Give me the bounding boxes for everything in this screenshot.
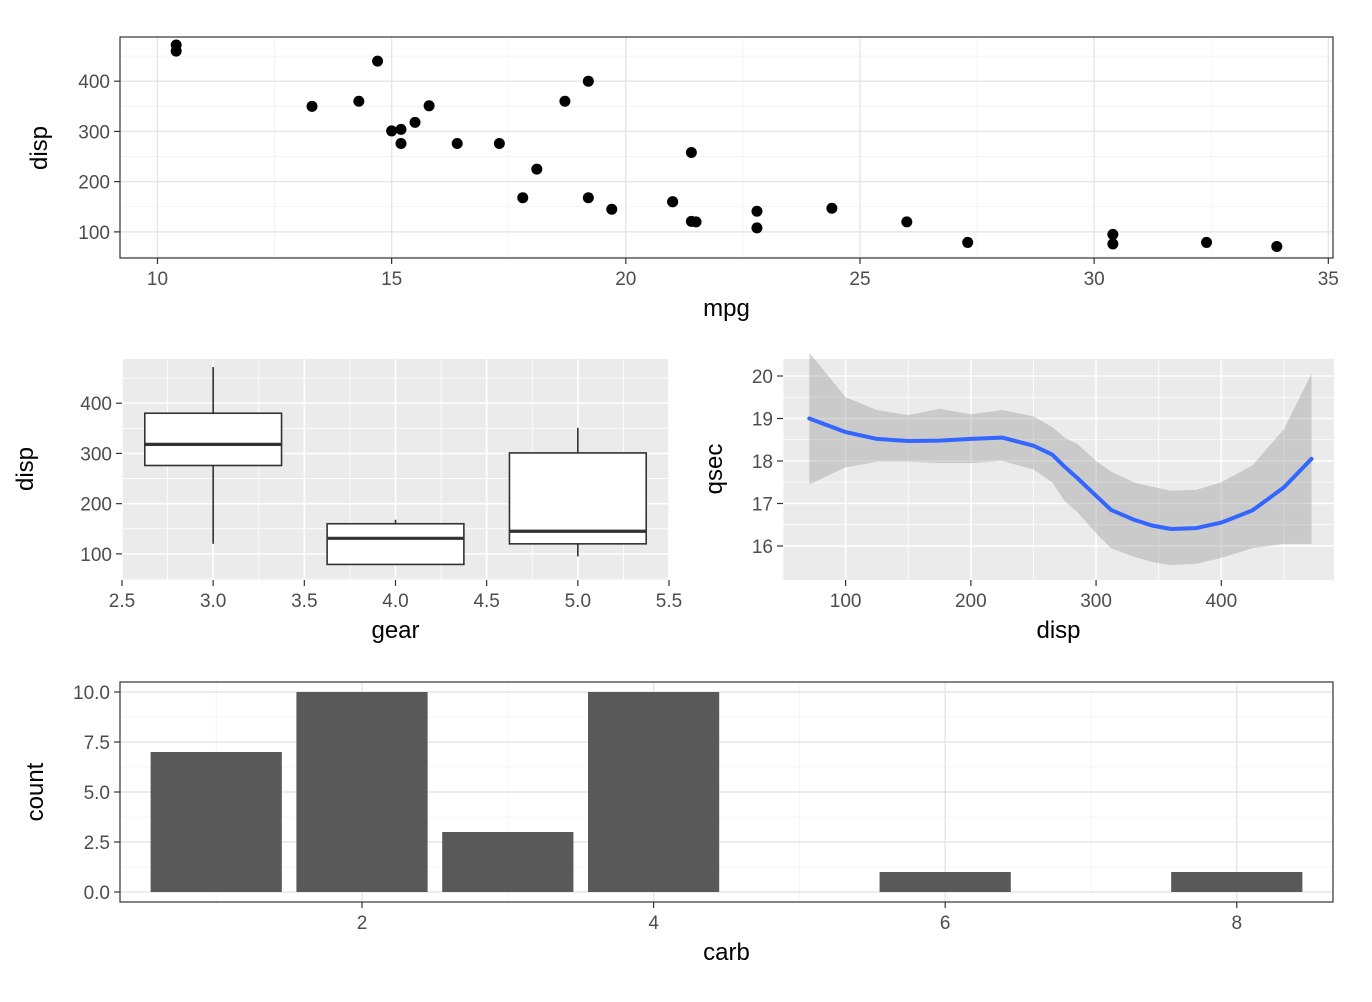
chart-1-x-tick-label: 35: [1318, 269, 1339, 290]
chart-2-x-tick-label: 4.0: [382, 591, 408, 612]
scatter-point: [962, 236, 974, 248]
confidence-band: [809, 352, 1312, 566]
scatter-point: [685, 147, 697, 159]
bar-carb-3: [442, 832, 574, 892]
bar-carb-1: [150, 752, 282, 892]
chart-2-x-tick-label: 4.5: [473, 591, 499, 612]
panel-1-background: [120, 37, 1333, 258]
chart-2-y-tick-label: 300: [80, 444, 112, 465]
scatter-point: [559, 95, 571, 107]
chart-2-y-tick-label: 100: [80, 545, 112, 566]
chart-1-x-tick-label: 30: [1084, 269, 1105, 290]
scatter-point: [306, 100, 318, 112]
chart-4-y-tick-label: 0.0: [84, 883, 110, 904]
chart-2-y-tick-label: 200: [80, 495, 112, 516]
chart-3-y-tick-label: 18: [752, 452, 773, 473]
bar-carb-8: [1171, 872, 1303, 892]
scatter-point: [751, 222, 763, 234]
chart-1-y-tick-label: 200: [78, 173, 110, 194]
scatter-point: [1107, 228, 1119, 240]
scatter-point: [353, 95, 365, 107]
box-body: [508, 452, 648, 545]
scatter-point: [423, 100, 435, 112]
scatter-point: [395, 123, 407, 135]
scatter-point: [826, 202, 838, 214]
chart-3-y-tick-label: 17: [752, 495, 773, 516]
chart-2-x-tick-label: 5.0: [565, 591, 591, 612]
chart-1-y-tick-label: 100: [78, 223, 110, 244]
scatter-point: [1201, 236, 1213, 248]
chart-4-y-axis-title: count: [22, 762, 49, 821]
chart-2-y-tick-label: 400: [80, 394, 112, 415]
scatter-point: [372, 55, 384, 67]
chart-1-x-tick-label: 20: [615, 269, 636, 290]
chart-4-y-tick-label: 7.5: [84, 733, 110, 754]
bar-carb-2: [296, 692, 428, 892]
scatter-point: [386, 125, 398, 137]
chart-1-x-tick-label: 15: [381, 269, 402, 290]
scatter-point: [901, 216, 913, 228]
scatter-point: [531, 163, 543, 175]
chart-4-y-tick-label: 10.0: [73, 683, 110, 704]
chart-2-x-tick-label: 3.5: [291, 591, 317, 612]
scatter-point: [170, 45, 182, 57]
chart-3-x-tick-label: 300: [1080, 591, 1112, 612]
scatter-point: [667, 196, 679, 208]
scatter-point: [1107, 238, 1119, 250]
chart-4-x-tick-label: 4: [648, 913, 659, 934]
chart-2-x-tick-label: 2.5: [109, 591, 135, 612]
chart-1-x-tick-label: 10: [147, 269, 168, 290]
chart-4-y-tick-label: 5.0: [84, 783, 110, 804]
chart-3-x-tick-label: 200: [955, 591, 987, 612]
chart-4-x-tick-label: 8: [1231, 913, 1242, 934]
scatter-point: [1271, 240, 1283, 252]
bar-carb-6: [879, 872, 1011, 892]
chart-1-x-tick-label: 25: [849, 269, 870, 290]
scatter-point: [395, 137, 407, 149]
chart-1-x-axis-title: mpg: [703, 295, 750, 322]
chart-3-x-axis-title: disp: [1036, 617, 1080, 644]
chart-4-x-tick-label: 2: [357, 913, 368, 934]
chart-3-y-tick-label: 19: [752, 410, 773, 431]
scatter-point: [451, 137, 463, 149]
scatter-point: [409, 116, 421, 128]
chart-2-x-axis-title: gear: [371, 617, 419, 644]
chart-3-x-tick-label: 400: [1205, 591, 1237, 612]
chart-1-y-tick-label: 400: [78, 72, 110, 93]
bar-carb-4: [587, 692, 720, 892]
box-body: [143, 412, 283, 467]
chart-3-x-tick-label: 100: [830, 591, 862, 612]
scatter-point: [582, 192, 594, 204]
chart-1-y-axis-title: disp: [26, 126, 53, 170]
panel-1-border: [119, 36, 1334, 259]
smooth-line: [807, 416, 1314, 531]
box-body: [326, 522, 465, 566]
chart-3-y-tick-label: 16: [752, 537, 773, 558]
chart-4-x-tick-label: 6: [940, 913, 951, 934]
scatter-point: [582, 75, 594, 87]
scatter-point: [493, 137, 505, 149]
chart-3-y-tick-label: 20: [752, 367, 773, 388]
chart-2-x-tick-label: 3.0: [200, 591, 226, 612]
chart-1-y-tick-label: 300: [78, 122, 110, 143]
chart-4-y-tick-label: 2.5: [84, 833, 110, 854]
chart-3-y-axis-title: qsec: [701, 444, 728, 495]
scatter-point: [751, 205, 763, 217]
scatter-point: [517, 192, 529, 204]
chart-2-y-axis-title: disp: [12, 447, 39, 491]
scatter-point: [606, 203, 618, 215]
panel-3-background: [783, 359, 1334, 580]
chart-2-x-tick-label: 5.5: [656, 591, 682, 612]
scatter-point: [690, 216, 702, 228]
chart-4-x-axis-title: carb: [703, 939, 750, 966]
